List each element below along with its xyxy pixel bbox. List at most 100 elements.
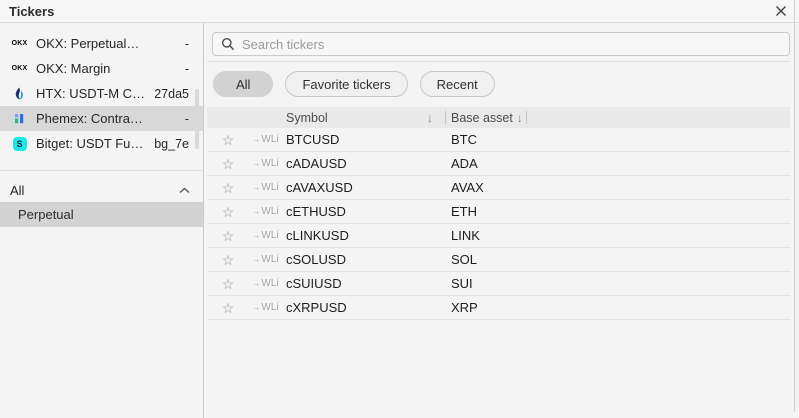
exchange-value: - [184, 36, 189, 51]
table-row[interactable]: ☆ →WLi cLINKUSD LINK [207, 224, 790, 248]
favorite-star-icon[interactable]: ☆ [221, 155, 235, 172]
dialog-title: Tickers [9, 3, 55, 19]
favorite-star-icon[interactable]: ☆ [221, 179, 235, 196]
favorite-star-icon[interactable]: ☆ [221, 203, 235, 220]
table-header: Symbol ↓ Base asset ↓ [207, 107, 790, 128]
group-header-all[interactable]: All [0, 178, 203, 202]
filter-favorite-tickers[interactable]: Favorite tickers [285, 71, 408, 97]
base-asset-cell: SOL [451, 252, 478, 267]
group-item-perpetual[interactable]: Perpetual [0, 202, 203, 227]
provider-badge: →WLi [249, 134, 282, 145]
provider-badge: →WLi [249, 182, 282, 193]
column-divider [445, 111, 446, 124]
favorite-star-icon[interactable]: ☆ [221, 299, 235, 316]
base-asset-cell: BTC [451, 132, 477, 147]
base-asset-cell: ETH [451, 204, 477, 219]
symbol-cell: cADAUSD [286, 156, 347, 171]
symbol-cell: cXRPUSD [286, 300, 347, 315]
symbol-cell: cSUIUSD [286, 276, 342, 291]
favorite-star-icon[interactable]: ☆ [221, 227, 235, 244]
base-asset-column-label: Base asset [451, 110, 513, 125]
tickers-panel: All Favorite tickers Recent Symbol ↓ Bas… [204, 23, 799, 418]
search-icon [222, 38, 235, 51]
provider-arrow-icon: → [252, 135, 261, 144]
provider-badge: →WLi [249, 206, 282, 217]
provider-badge: →WLi [249, 302, 282, 313]
base-asset-cell: AVAX [451, 180, 484, 195]
okx-logo-icon: OKX [11, 65, 28, 72]
exchange-item[interactable]: OKX OKX: Margin - [0, 56, 203, 81]
provider-arrow-icon: → [252, 183, 261, 192]
table-row[interactable]: ☆ →WLi BTCUSD BTC [207, 128, 790, 152]
filter-label: Recent [436, 76, 478, 92]
provider-arrow-icon: → [252, 207, 261, 216]
filter-pills: All Favorite tickers Recent [213, 71, 790, 97]
table-row[interactable]: ☆ →WLi cETHUSD ETH [207, 200, 790, 224]
provider-badge: →WLi [249, 158, 282, 169]
exchange-list: OKX OKX: Perpetual… - OKX OKX: Margin - … [0, 31, 203, 156]
favorite-star-icon[interactable]: ☆ [221, 131, 235, 148]
base-asset-cell: LINK [451, 228, 480, 243]
provider-arrow-icon: → [252, 159, 261, 168]
okx-logo-icon: OKX [11, 40, 28, 47]
provider-badge: →WLi [249, 278, 282, 289]
bitget-logo-icon: S [12, 136, 27, 151]
filter-label: Favorite tickers [302, 76, 391, 92]
exchange-item[interactable]: Phemex: Contra… - [0, 106, 203, 131]
exchange-sidebar: OKX OKX: Perpetual… - OKX OKX: Margin - … [0, 23, 204, 418]
title-bar: Tickers [0, 0, 799, 23]
filter-label: All [236, 76, 251, 92]
exchange-item[interactable]: HTX: USDT-M C… 27da5 [0, 81, 203, 106]
favorite-star-icon[interactable]: ☆ [221, 275, 235, 292]
symbol-cell: cLINKUSD [286, 228, 349, 243]
provider-label: WLi [261, 134, 279, 145]
group-label: All [10, 182, 25, 198]
table-row[interactable]: ☆ →WLi cSUIUSD SUI [207, 272, 790, 296]
chevron-up-icon [179, 187, 190, 193]
dialog-body: OKX OKX: Perpetual… - OKX OKX: Margin - … [0, 23, 799, 418]
provider-badge: →WLi [249, 230, 282, 241]
exchange-item[interactable]: S Bitget: USDT Fu… bg_7e [0, 131, 203, 156]
provider-arrow-icon: → [252, 255, 261, 264]
favorite-star-icon[interactable]: ☆ [221, 251, 235, 268]
search-box [212, 32, 790, 56]
filter-all[interactable]: All [213, 71, 274, 97]
exchange-name: OKX: Perpetual… [36, 36, 140, 51]
provider-label: WLi [261, 230, 279, 241]
search-input[interactable] [242, 36, 781, 52]
table-row[interactable]: ☆ →WLi cADAUSD ADA [207, 152, 790, 176]
exchange-value: - [184, 111, 189, 126]
provider-label: WLi [261, 182, 279, 193]
table-rows: ☆ →WLi BTCUSD BTC ☆ →WLi cADAUSD ADA ☆ →… [207, 128, 790, 320]
base-asset-cell: ADA [451, 156, 478, 171]
symbol-cell: cAVAXUSD [286, 180, 353, 195]
sidebar-divider [0, 170, 203, 171]
close-button[interactable] [772, 2, 790, 20]
sidebar-scrollbar-thumb[interactable] [195, 89, 199, 149]
table-row[interactable]: ☆ →WLi cAVAXUSD AVAX [207, 176, 790, 200]
provider-label: WLi [261, 278, 279, 289]
group-item-label: Perpetual [18, 207, 74, 222]
exchange-item[interactable]: OKX OKX: Perpetual… - [0, 31, 203, 56]
symbol-column-label: Symbol [286, 110, 328, 125]
base-asset-cell: XRP [451, 300, 478, 315]
phemex-logo-icon [15, 114, 24, 124]
column-header-symbol[interactable]: Symbol ↓ [282, 111, 445, 125]
table-row[interactable]: ☆ →WLi cXRPUSD XRP [207, 296, 790, 320]
base-asset-cell: SUI [451, 276, 473, 291]
sort-desc-icon: ↓ [516, 110, 523, 125]
exchange-value: 27da5 [154, 86, 189, 101]
exchange-name: OKX: Margin [36, 61, 111, 76]
symbol-cell: cSOLUSD [286, 252, 346, 267]
table-row[interactable]: ☆ →WLi cSOLUSD SOL [207, 248, 790, 272]
provider-label: WLi [261, 254, 279, 265]
exchange-value: bg_7e [154, 136, 189, 151]
exchange-value: - [184, 61, 189, 76]
provider-label: WLi [261, 158, 279, 169]
symbol-cell: cETHUSD [286, 204, 346, 219]
column-header-base-asset[interactable]: Base asset ↓ [446, 111, 526, 125]
exchange-name: HTX: USDT-M C… [36, 86, 146, 101]
close-icon [776, 6, 786, 16]
filter-recent[interactable]: Recent [419, 71, 495, 97]
